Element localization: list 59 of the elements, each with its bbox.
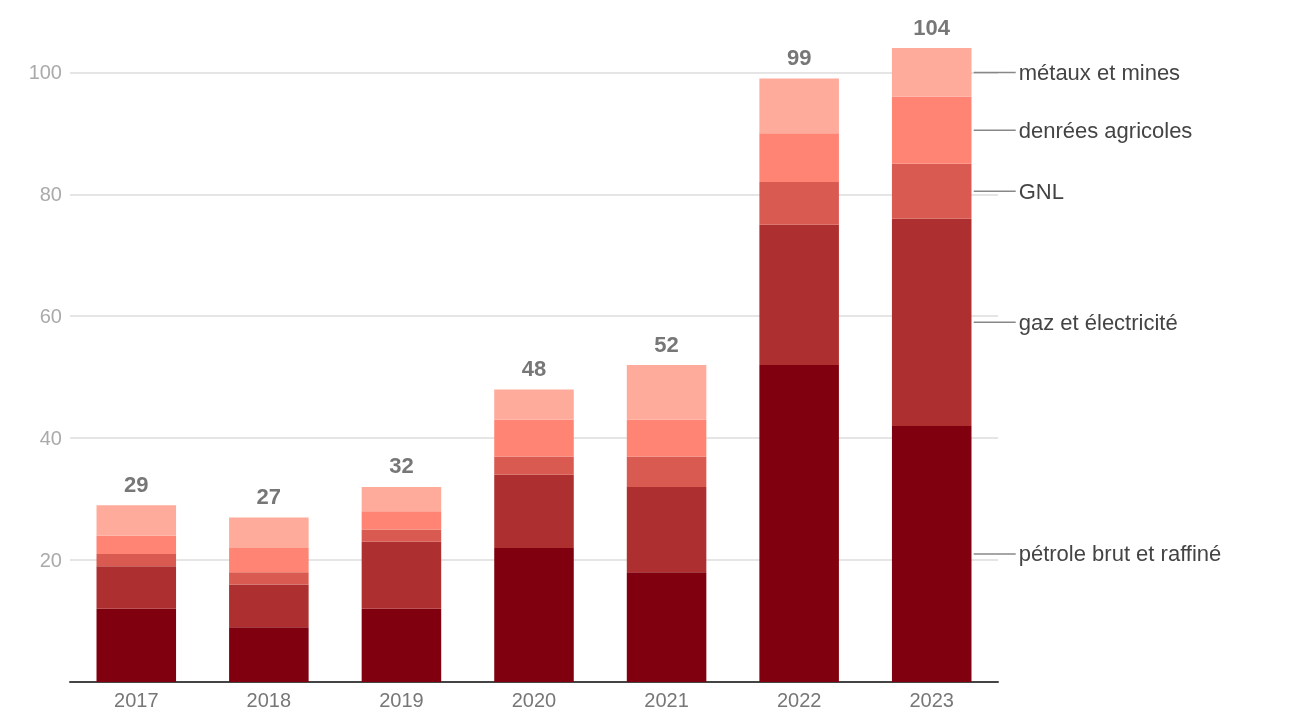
- total-label: 52: [654, 331, 679, 357]
- bar: [759, 365, 839, 682]
- text: GNL: [1018, 178, 1064, 204]
- bar: [229, 517, 309, 548]
- bar: [494, 547, 574, 682]
- x-tick-label: 2018: [246, 689, 292, 711]
- x-tick-label: 2021: [644, 689, 689, 711]
- x-tick-label: 2019: [379, 689, 424, 711]
- bar: [361, 486, 442, 512]
- bar: [626, 456, 707, 487]
- bar: [759, 133, 839, 183]
- total-label: 99: [786, 44, 812, 70]
- y-tick-label: 80: [39, 183, 62, 206]
- text: pétrole brut et raffiné: [1018, 541, 1222, 567]
- bar: [96, 553, 177, 567]
- bar: [759, 78, 839, 134]
- y-tick-label: 20: [39, 549, 62, 572]
- bar: [361, 541, 442, 609]
- total-label: 27: [256, 483, 282, 509]
- x-tick-label: 2020: [511, 689, 557, 711]
- y-tick-label: 40: [39, 427, 62, 450]
- bar: [494, 456, 574, 475]
- bar: [361, 511, 442, 530]
- bar: [891, 163, 972, 219]
- bar: [494, 474, 574, 548]
- bar: [96, 505, 177, 536]
- bar: [891, 425, 972, 682]
- bar: [96, 608, 177, 682]
- y-tick-label: 100: [28, 61, 62, 84]
- bar: [759, 224, 839, 365]
- x-tick-label: 2017: [114, 689, 159, 711]
- bar: [891, 218, 972, 426]
- bar: [96, 566, 177, 609]
- bar: [361, 529, 442, 542]
- total-label: 32: [389, 453, 414, 479]
- bar: [626, 572, 707, 682]
- bar: [759, 182, 839, 225]
- y-tick-label: 60: [39, 305, 62, 328]
- bar: [626, 365, 707, 420]
- total-label: 29: [124, 471, 149, 497]
- bar: [361, 608, 442, 682]
- bar: [229, 547, 309, 573]
- text: gaz et électricité: [1018, 309, 1178, 335]
- bar: [494, 419, 574, 457]
- bar: [626, 486, 707, 573]
- text: métaux et mines: [1018, 59, 1181, 85]
- bar: [891, 96, 972, 164]
- bar: [229, 584, 309, 628]
- bar: [229, 572, 309, 585]
- x-tick-label: 2023: [909, 689, 954, 711]
- bar: [229, 627, 309, 682]
- total-label: 104: [913, 14, 951, 40]
- bar: [626, 419, 707, 457]
- bar: [96, 535, 177, 554]
- bar: [494, 389, 574, 420]
- total-label: 48: [521, 355, 547, 381]
- bar: [891, 48, 972, 97]
- x-tick-label: 2022: [776, 689, 822, 711]
- text: denrées agricoles: [1018, 117, 1193, 143]
